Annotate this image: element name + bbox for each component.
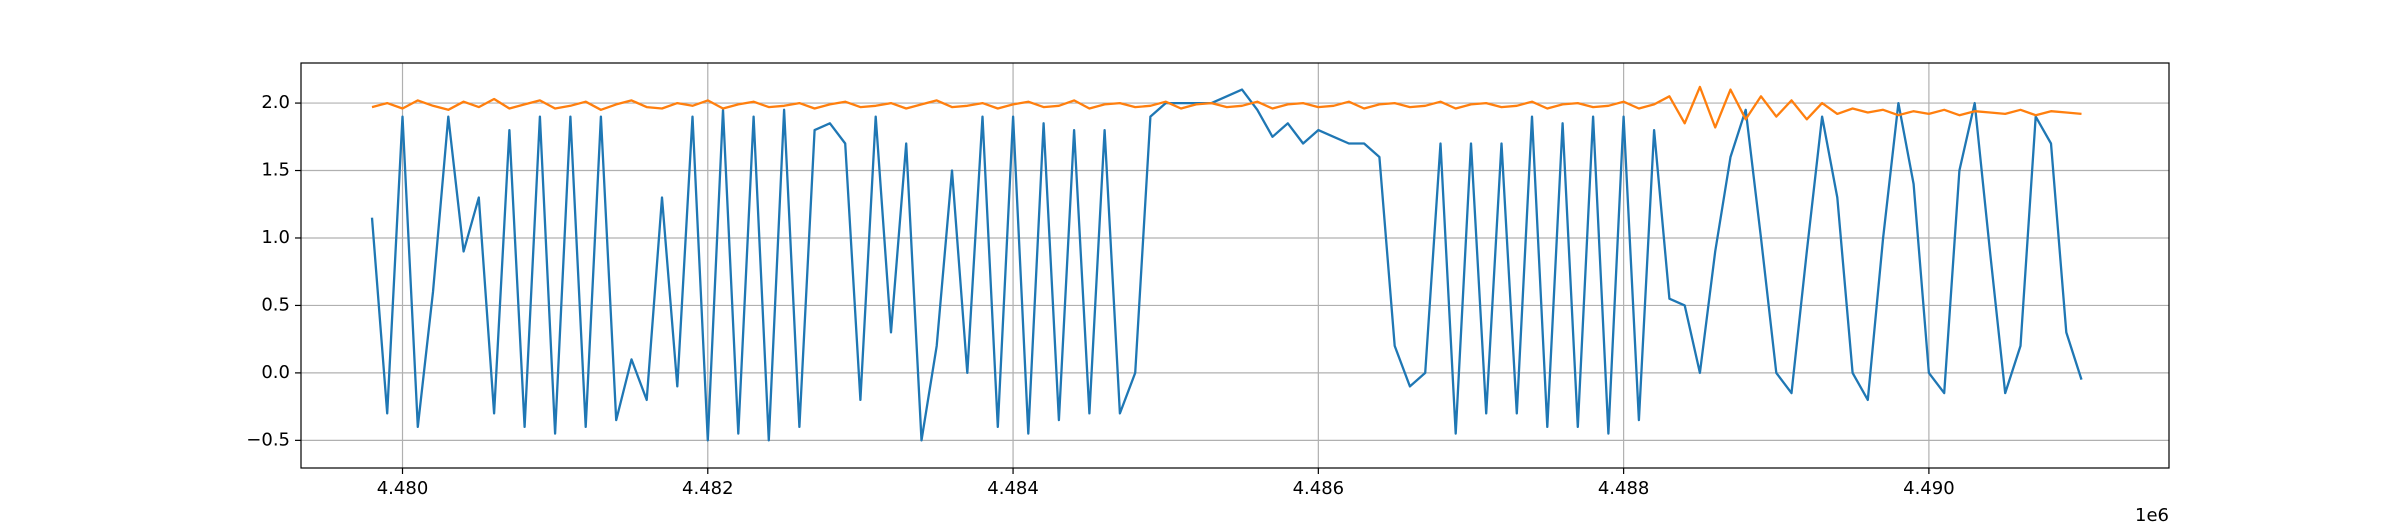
x-tick-label: 4.486 (1293, 478, 1345, 499)
x-offset-label: 1e6 (2135, 505, 2169, 525)
x-tick-label: 4.482 (682, 478, 734, 499)
series-line (370, 88, 2083, 442)
y-tick-label: 2.0 (261, 92, 290, 113)
y-tick-label: 1.0 (261, 227, 290, 248)
y-tick-label: −0.5 (246, 429, 290, 450)
x-tick-label: 4.488 (1598, 478, 1650, 499)
x-tick-label: 4.484 (987, 478, 1039, 499)
x-tick-label: 4.480 (377, 478, 429, 499)
y-tick-label: 0.5 (261, 294, 290, 315)
x-tick-label: 4.490 (1903, 478, 1955, 499)
y-tick-label: 0.0 (261, 362, 290, 383)
plot-frame (300, 62, 2170, 469)
series-line (371, 85, 2082, 129)
y-tick-label: 1.5 (261, 160, 290, 181)
